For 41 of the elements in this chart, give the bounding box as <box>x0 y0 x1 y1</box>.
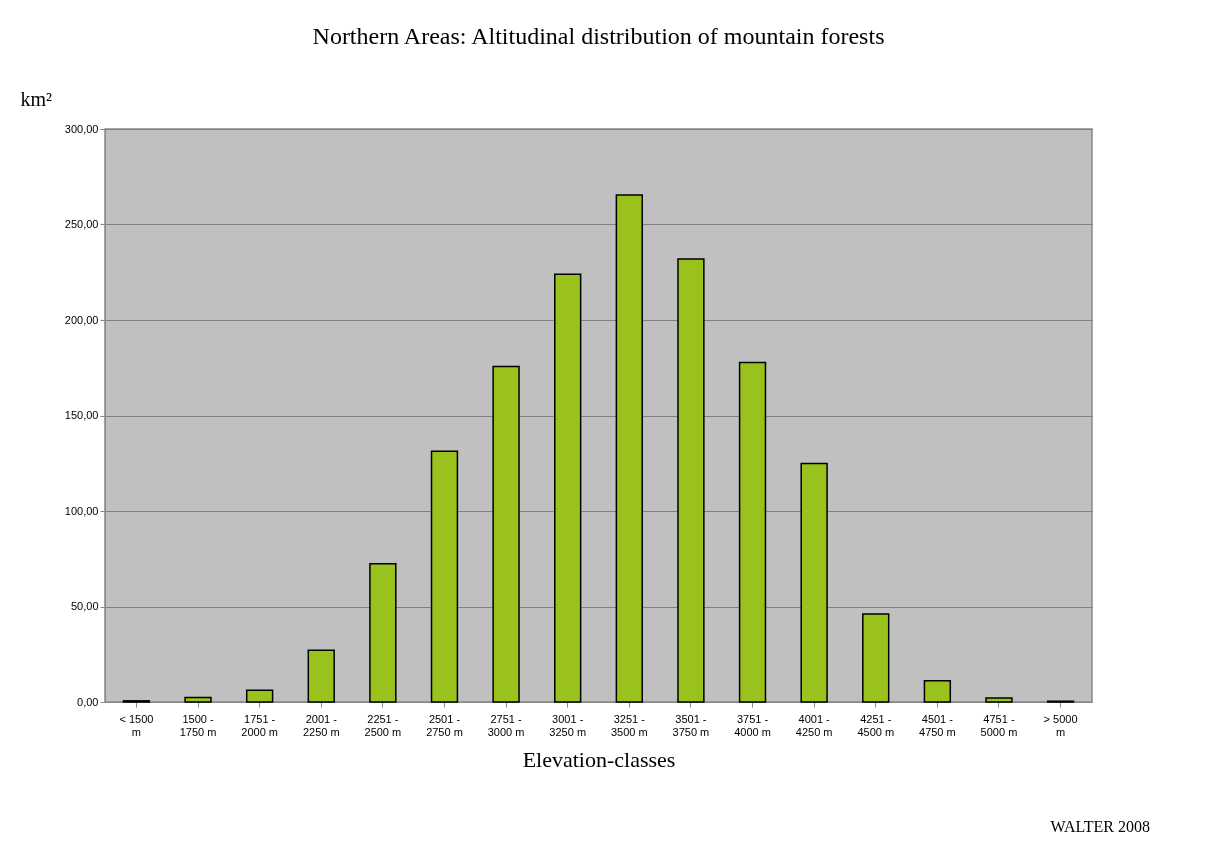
bar <box>369 562 397 703</box>
x-tick-label: 4501 - 4750 m <box>919 712 956 738</box>
bar <box>615 194 643 703</box>
bar <box>554 273 582 703</box>
x-tick-label: 3251 - 3500 m <box>610 712 648 738</box>
bar <box>245 689 274 703</box>
y-tick-label: 200,00 <box>64 313 99 326</box>
bar <box>307 649 335 703</box>
y-tick-label: 300,00 <box>64 122 99 135</box>
bar <box>677 258 705 703</box>
y-tick-label: 150,00 <box>64 409 99 421</box>
bar <box>430 450 459 703</box>
bar <box>862 613 890 703</box>
x-tick-label: 4001 - 4250 m <box>795 712 833 738</box>
bar <box>985 697 1013 703</box>
x-tick-label: 2501 - 2750 m <box>426 712 463 738</box>
x-tick-label: 1751 - 2000 m <box>241 712 278 738</box>
y-axis-title: km² <box>20 87 53 110</box>
x-tick-label: > 5000 m <box>1043 712 1078 738</box>
x-tick-label: 1500 - 1750 m <box>179 712 217 738</box>
x-tick-label: 2751 - 3000 m <box>487 712 525 738</box>
x-tick-label: 3501 - 3750 m <box>672 712 710 738</box>
x-tick-label: 4251 - 4500 m <box>857 712 895 738</box>
x-axis-title: Elevation-classes <box>522 746 676 772</box>
bar <box>923 680 952 703</box>
y-tick-label: 0,00 <box>77 695 99 708</box>
x-tick-label: 2001 - 2250 m <box>302 712 340 738</box>
y-tick-label: 50,00 <box>70 600 99 612</box>
bar <box>800 462 828 703</box>
text: WALTER 2008 <box>1050 818 1150 835</box>
x-tick-label: 3751 - 4000 m <box>734 712 771 738</box>
chart-title: Northern Areas: Altitudinal distribution of mountain forests <box>312 23 885 49</box>
x-tick-label: 2251 - 2500 m <box>364 712 402 738</box>
y-tick-label: 100,00 <box>64 504 99 517</box>
y-tick-label: 250,00 <box>64 218 99 230</box>
x-tick-label: 4751 - 5000 m <box>980 712 1018 738</box>
bar <box>738 361 767 703</box>
x-tick-label: 3001 - 3250 m <box>549 712 587 738</box>
bar <box>184 696 212 703</box>
x-tick-label: < 1500 m <box>119 712 154 738</box>
bar <box>492 365 520 703</box>
